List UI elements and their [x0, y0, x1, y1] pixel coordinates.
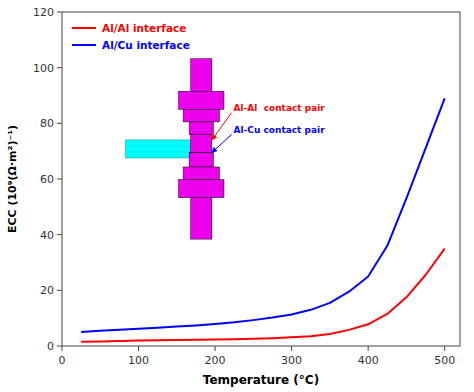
x-tick-label: 500 [434, 354, 455, 367]
plot-frame [62, 12, 460, 346]
y-tick-label: 100 [33, 62, 54, 75]
inset-magenta-part [189, 122, 213, 135]
inset-magenta-part [191, 135, 212, 153]
y-tick-label: 120 [33, 6, 54, 19]
y-tick-label: 0 [47, 340, 54, 353]
legend-entry: Al/Al interface [102, 22, 186, 34]
y-axis-label: ECC (10⁹(Ω·m²)⁻¹) [6, 125, 19, 233]
y-tick [57, 123, 62, 124]
x-tick [444, 346, 445, 351]
legend-swatch [72, 44, 96, 46]
legend: Al/Al interface Al/Cu interface [72, 22, 190, 51]
y-tick [57, 346, 62, 347]
legend-swatch [72, 27, 96, 29]
annotation-arrow [212, 113, 232, 140]
y-tick [57, 179, 62, 180]
series-group [81, 98, 445, 342]
x-tick-label: 100 [128, 354, 149, 367]
inset-magenta-part [183, 109, 219, 122]
y-tick [57, 12, 62, 13]
x-tick [215, 346, 216, 351]
y-tick-label: 40 [40, 229, 54, 242]
series-line [81, 98, 445, 332]
x-tick [368, 346, 369, 351]
y-tick [57, 290, 62, 291]
y-tick-label: 20 [40, 284, 54, 297]
x-tick [62, 346, 63, 351]
legend-entry: Al/Cu interface [102, 39, 190, 51]
inset-magenta-part [179, 91, 224, 109]
x-tick-label: 200 [205, 354, 226, 367]
annotation: Al-Cu contact pair [234, 125, 326, 135]
x-tick [138, 346, 139, 351]
y-tick [57, 67, 62, 68]
inset-magenta-part [183, 167, 219, 180]
inset-magenta-part [191, 59, 212, 91]
y-tick-label: 80 [40, 117, 54, 130]
x-tick-label: 0 [59, 354, 66, 367]
x-tick-label: 300 [281, 354, 302, 367]
annotation-arrow [212, 135, 232, 153]
x-tick-label: 400 [358, 354, 379, 367]
y-tick [57, 234, 62, 235]
annotation: Al-Al contact pair [234, 103, 326, 113]
inset-diagram [126, 59, 224, 239]
x-tick [291, 346, 292, 351]
y-tick-label: 60 [40, 173, 54, 186]
series-line [81, 249, 445, 342]
chart: 0 100 200 300 400 500 0 20 40 60 80 100 120 Temperatu… [0, 0, 474, 392]
x-axis-label: Temperature (°C) [203, 373, 319, 387]
inset-magenta-part [189, 153, 213, 167]
inset-magenta-part [179, 180, 224, 198]
inset-magenta-part [191, 198, 212, 239]
